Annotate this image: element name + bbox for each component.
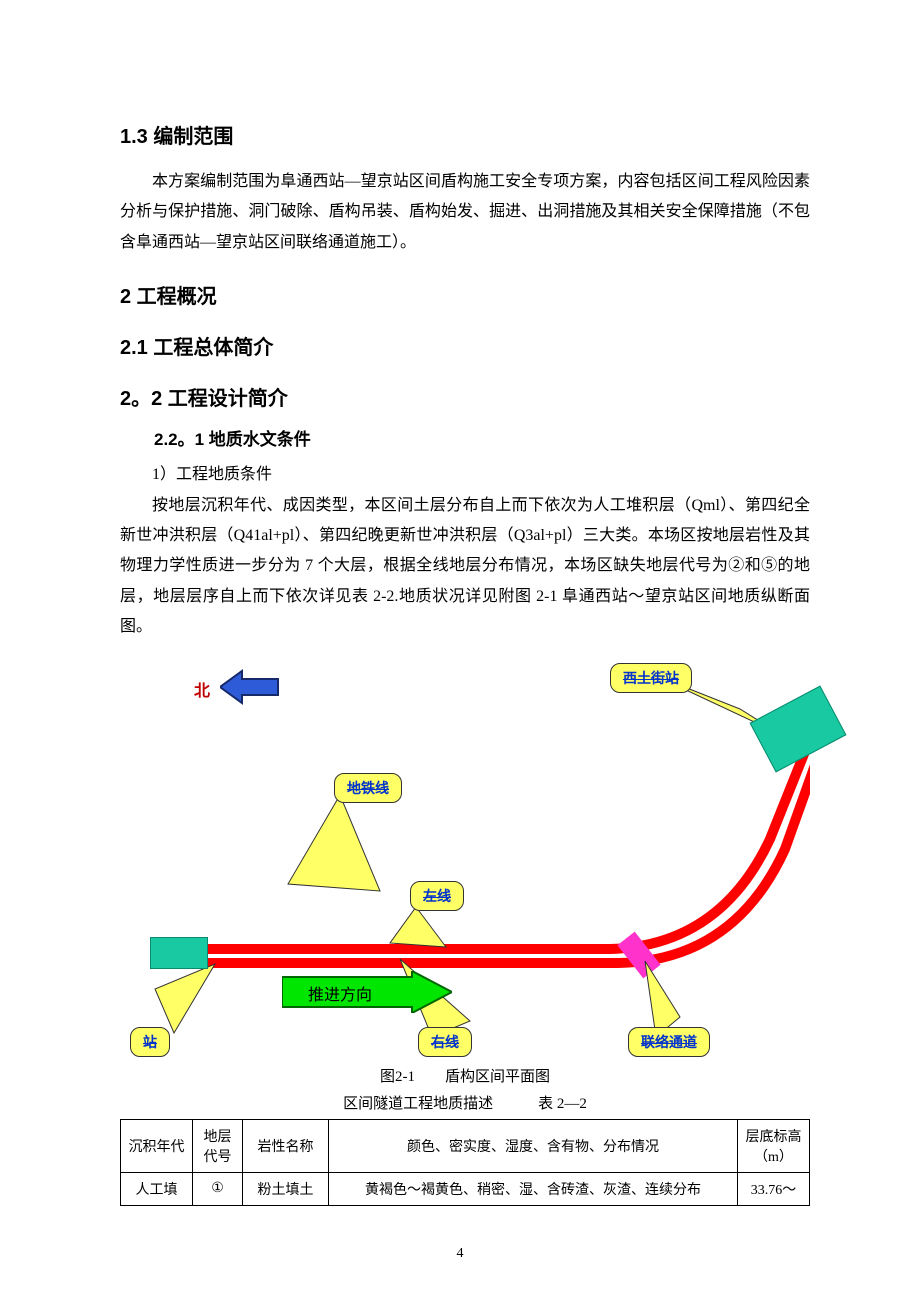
th-age: 沉积年代 [121,1119,193,1172]
th-elev: 层底标高（m） [738,1119,810,1172]
page-number: 4 [0,1246,920,1262]
paragraph-scope: 本方案编制范围为阜通西站—望京站区间盾构施工安全专项方案，内容包括区间工程风险因… [120,167,810,258]
table-title: 区间隧道工程地质描述 表 2—2 [120,1092,810,1113]
th-lith: 岩性名称 [243,1119,329,1172]
th-code: 地层代号 [193,1119,243,1172]
td-elev: 33.76～ [738,1172,810,1205]
table-row: 人工填 ① 粉土填土 黄褐色～褐黄色、稍密、湿、含砖渣、灰渣、连续分布 33.7… [121,1172,810,1205]
td-desc: 黄褐色～褐黄色、稍密、湿、含砖渣、灰渣、连续分布 [329,1172,738,1205]
callout-right-line: 右线 [418,1027,472,1057]
td-age: 人工填 [121,1172,193,1205]
heading-2: 2 工程概况 [120,280,810,309]
geology-table: 沉积年代 地层代号 岩性名称 颜色、密实度、湿度、含有物、分布情况 层底标高（m… [120,1119,810,1206]
td-lith: 粉土填土 [243,1172,329,1205]
heading-2-2: 2。2 工程设计简介 [120,382,810,411]
station-left [150,937,208,969]
table-row: 沉积年代 地层代号 岩性名称 颜色、密实度、湿度、含有物、分布情况 层底标高（m… [121,1119,810,1172]
callout-station-left: 站 [130,1027,170,1057]
push-direction-label: 推进方向 [308,981,372,1005]
callout-liaison: 联络通道 [628,1027,710,1057]
callout-metro-line: 地铁线 [334,773,402,803]
heading-1-3: 1.3 编制范围 [120,120,810,149]
td-code: ① [193,1172,243,1205]
heading-2-1: 2.1 工程总体简介 [120,331,810,360]
heading-2-2-1: 2.2。1 地质水文条件 [120,425,810,450]
callout-left-line: 左线 [410,881,464,911]
plan-diagram: 北 推进方向 西土街站 地铁线 左线 [120,659,810,1059]
th-desc: 颜色、密实度、湿度、含有物、分布情况 [329,1119,738,1172]
callout-station-right: 西土街站 [610,663,692,693]
route-svg [120,659,810,1059]
item-1: 1）工程地质条件 [120,460,810,490]
figure-caption: 图2-1 盾构区间平面图 [120,1065,810,1086]
paragraph-geology: 按地层沉积年代、成因类型，本区间土层分布自上而下依次为人工堆积层（Qml）、第四… [120,491,810,643]
